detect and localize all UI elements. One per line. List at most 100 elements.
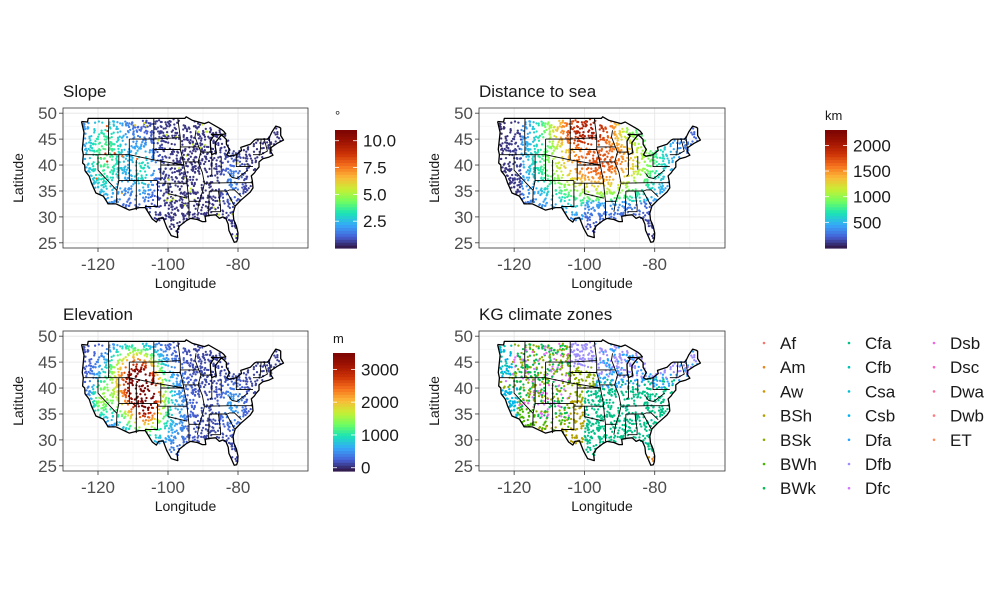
- data-point: [170, 190, 174, 194]
- data-point: [597, 201, 600, 204]
- data-point: [153, 177, 156, 181]
- colorbar-segment: [333, 420, 355, 425]
- data-point: [210, 197, 213, 200]
- data-point: [207, 159, 211, 163]
- data-point: [87, 141, 91, 144]
- data-point: [96, 137, 100, 141]
- data-point: [193, 212, 196, 215]
- data-point: [106, 386, 109, 389]
- y-tick-label: 45: [38, 353, 57, 372]
- data-point: [156, 126, 159, 129]
- data-point: [607, 182, 610, 186]
- data-point: [160, 399, 164, 403]
- data-point: [507, 146, 510, 150]
- data-point: [162, 417, 165, 420]
- data-point: [185, 129, 189, 133]
- data-point: [246, 148, 250, 151]
- data-point: [160, 362, 163, 366]
- data-point: [199, 365, 202, 368]
- data-point: [275, 127, 278, 130]
- data-point: [190, 375, 194, 378]
- data-point: [88, 167, 91, 170]
- data-point: [239, 387, 242, 390]
- data-point: [190, 134, 193, 138]
- data-point: [116, 162, 119, 165]
- data-point: [582, 197, 586, 200]
- data-point: [124, 122, 128, 126]
- data-point: [121, 136, 124, 139]
- data-point: [186, 153, 189, 156]
- data-point: [531, 140, 535, 143]
- data-point: [94, 362, 97, 366]
- data-point: [200, 209, 203, 212]
- data-point: [99, 380, 103, 384]
- data-point: [529, 167, 532, 170]
- data-point: [195, 379, 198, 382]
- data-point: [93, 344, 97, 347]
- data-point: [163, 422, 166, 425]
- data-point: [114, 163, 117, 166]
- data-point: [542, 200, 545, 203]
- data-point: [580, 213, 584, 217]
- data-point: [120, 148, 123, 152]
- state-border: [268, 360, 271, 373]
- data-point: [581, 140, 584, 144]
- data-point: [203, 368, 206, 371]
- data-point: [200, 137, 203, 140]
- data-point: [543, 191, 546, 194]
- data-point: [192, 175, 195, 179]
- colorbar-segment: [335, 174, 357, 178]
- data-point: [503, 169, 506, 172]
- data-point: [584, 178, 587, 181]
- colorbar-segment: [825, 189, 847, 193]
- data-point: [643, 180, 646, 183]
- data-point: [183, 414, 186, 417]
- data-point: [242, 192, 245, 195]
- data-point: [508, 179, 512, 182]
- data-point: [226, 383, 230, 387]
- data-point: [130, 368, 133, 371]
- data-point: [143, 136, 146, 139]
- data-point: [213, 390, 216, 393]
- data-point: [593, 209, 596, 212]
- data-point: [243, 177, 247, 181]
- data-point: [131, 121, 134, 125]
- colorbar-segment: [333, 379, 355, 384]
- data-point: [538, 203, 541, 207]
- data-point: [182, 153, 185, 157]
- data-point: [162, 357, 165, 360]
- data-point: [204, 428, 208, 431]
- colorbar-segment: [335, 227, 357, 231]
- data-point: [190, 182, 194, 186]
- data-point: [178, 422, 181, 425]
- data-point: [131, 156, 134, 160]
- data-point: [88, 156, 92, 160]
- data-point: [606, 134, 609, 138]
- data-point: [591, 157, 595, 160]
- data-point: [205, 145, 209, 149]
- data-point: [172, 225, 176, 229]
- data-point: [202, 385, 206, 389]
- data-point: [147, 199, 150, 203]
- data-point: [614, 137, 617, 140]
- data-point: [507, 169, 511, 172]
- data-point: [172, 159, 175, 162]
- data-point: [192, 149, 195, 152]
- data-point: [143, 359, 146, 362]
- data-point: [227, 218, 231, 222]
- colorbar-tick-label: 3000: [361, 360, 399, 379]
- data-point: [127, 373, 130, 376]
- data-point: [93, 176, 96, 180]
- data-point: [208, 390, 211, 394]
- data-point: [610, 150, 614, 153]
- data-point: [160, 143, 164, 146]
- data-point: [117, 147, 120, 151]
- data-point: [102, 355, 105, 358]
- data-point: [242, 413, 245, 416]
- data-point: [253, 167, 257, 171]
- state-border: [208, 413, 210, 438]
- data-point: [188, 141, 191, 144]
- data-point: [196, 213, 199, 216]
- data-point: [553, 134, 556, 138]
